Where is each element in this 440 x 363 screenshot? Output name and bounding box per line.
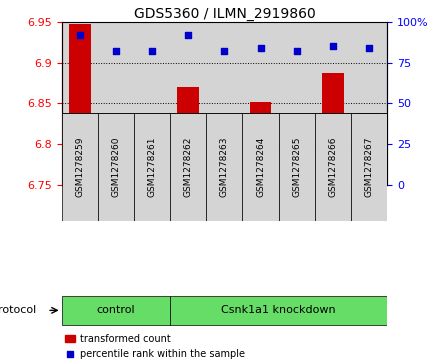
Bar <box>62 295 170 325</box>
Title: GDS5360 / ILMN_2919860: GDS5360 / ILMN_2919860 <box>133 7 315 21</box>
Point <box>257 45 264 51</box>
Bar <box>105 179 127 185</box>
Bar <box>170 295 387 325</box>
Bar <box>62 113 98 221</box>
Point <box>149 48 156 54</box>
Bar <box>62 22 98 185</box>
Text: GSM1278264: GSM1278264 <box>256 137 265 197</box>
Bar <box>98 22 134 185</box>
Bar <box>315 22 351 185</box>
Bar <box>206 113 242 221</box>
Bar <box>141 161 163 185</box>
Text: Csnk1a1 knockdown: Csnk1a1 knockdown <box>221 305 336 315</box>
Bar <box>358 113 380 185</box>
Point <box>76 32 83 38</box>
Bar <box>286 171 308 185</box>
Bar <box>279 22 315 185</box>
Bar <box>242 113 279 221</box>
Text: GSM1278265: GSM1278265 <box>292 137 301 197</box>
Bar <box>242 22 279 185</box>
Text: GSM1278261: GSM1278261 <box>147 137 157 197</box>
Bar <box>351 113 387 221</box>
Point <box>112 48 119 54</box>
Point <box>366 45 373 51</box>
Bar <box>134 22 170 185</box>
Text: GSM1278259: GSM1278259 <box>75 137 84 197</box>
Text: GSM1278263: GSM1278263 <box>220 137 229 197</box>
Point <box>185 32 192 38</box>
Bar <box>170 22 206 185</box>
Bar <box>351 22 387 185</box>
Bar <box>250 102 271 185</box>
Bar <box>134 113 170 221</box>
Bar <box>322 73 344 185</box>
Bar <box>206 22 242 185</box>
Bar <box>279 113 315 221</box>
Point <box>293 48 300 54</box>
Text: GSM1278267: GSM1278267 <box>365 137 374 197</box>
Bar <box>315 113 351 221</box>
Bar <box>213 165 235 185</box>
Point <box>330 44 337 49</box>
Bar <box>98 113 134 221</box>
Text: GSM1278262: GSM1278262 <box>184 137 193 197</box>
Bar <box>170 113 206 221</box>
Legend: transformed count, percentile rank within the sample: transformed count, percentile rank withi… <box>62 330 249 363</box>
Text: control: control <box>96 305 135 315</box>
Text: GSM1278266: GSM1278266 <box>328 137 337 197</box>
Bar <box>69 24 91 185</box>
Point <box>221 48 228 54</box>
Bar <box>177 87 199 185</box>
Text: protocol: protocol <box>0 305 36 315</box>
Text: GSM1278260: GSM1278260 <box>111 137 121 197</box>
